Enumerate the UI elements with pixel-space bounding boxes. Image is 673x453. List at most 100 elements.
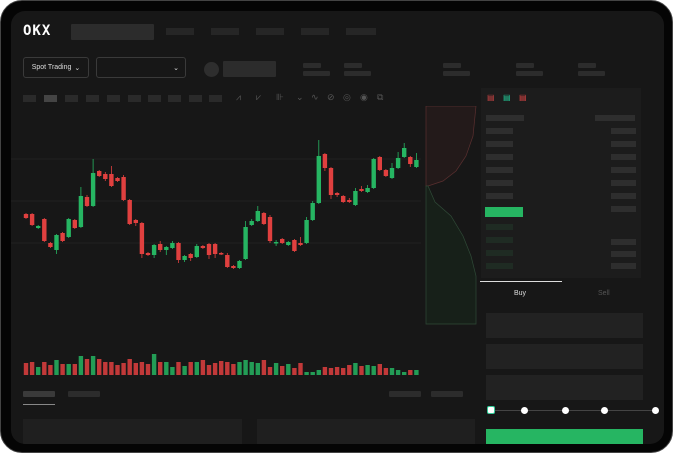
bottom-tab-active[interactable] bbox=[23, 391, 55, 397]
ask-price bbox=[486, 193, 513, 199]
indicator-icon[interactable]: ⩘ bbox=[236, 92, 242, 102]
timeframe-button-active[interactable] bbox=[44, 95, 57, 102]
bottom-action[interactable] bbox=[431, 391, 463, 397]
bid-price bbox=[486, 224, 513, 230]
volume-bar bbox=[383, 368, 389, 375]
volume-bar bbox=[158, 362, 163, 375]
volume-bar bbox=[341, 368, 346, 375]
slider-step[interactable] bbox=[601, 407, 608, 414]
candle-body bbox=[341, 196, 346, 202]
candle-body bbox=[371, 159, 376, 188]
orderbook-bids-icon[interactable]: ▤ bbox=[503, 93, 511, 102]
stat-value bbox=[443, 71, 470, 76]
orderbook-header bbox=[595, 115, 635, 121]
nav-item[interactable] bbox=[211, 28, 239, 35]
volume-bar bbox=[212, 363, 218, 375]
nav-item[interactable] bbox=[346, 28, 376, 35]
volume-bar bbox=[316, 370, 321, 375]
wave-icon[interactable]: ∿ bbox=[311, 92, 319, 102]
candle-body bbox=[23, 214, 29, 218]
candle-body bbox=[151, 245, 157, 255]
volume-bar bbox=[237, 362, 242, 375]
nav-item[interactable] bbox=[166, 28, 194, 35]
spot-trading-label: Spot Trading bbox=[31, 64, 72, 71]
candle-body bbox=[414, 160, 419, 167]
fullscreen-icon[interactable]: ⧉ bbox=[377, 92, 384, 102]
timeframe-button[interactable] bbox=[148, 95, 161, 102]
volume-bar bbox=[194, 362, 199, 375]
ask-size bbox=[611, 167, 636, 173]
volume-bar bbox=[139, 362, 145, 375]
orderbook-both-icon[interactable]: ▤ bbox=[487, 93, 495, 102]
assets-panel bbox=[257, 419, 475, 444]
draw-icon[interactable]: ⊘ bbox=[327, 92, 335, 102]
total-input[interactable] bbox=[486, 375, 643, 400]
slider-handle[interactable] bbox=[487, 406, 495, 414]
timeframe-button[interactable] bbox=[65, 95, 78, 102]
candle-body bbox=[194, 246, 199, 257]
indicator-icon[interactable]: ⩗ bbox=[256, 92, 262, 102]
timeframe-button[interactable] bbox=[189, 95, 202, 102]
candle-body bbox=[36, 226, 41, 228]
volume-bar bbox=[170, 367, 175, 375]
bottom-action[interactable] bbox=[389, 391, 421, 397]
order-book bbox=[481, 88, 641, 278]
ask-size bbox=[611, 180, 636, 186]
chart-type-icon[interactable]: ⊪ bbox=[276, 92, 284, 102]
volume-bar bbox=[286, 364, 291, 375]
candlestick-chart[interactable] bbox=[11, 106, 481, 376]
volume-bar bbox=[389, 368, 395, 375]
candle-body bbox=[133, 220, 138, 223]
volume-bar bbox=[188, 362, 193, 375]
volume-bar bbox=[97, 359, 102, 375]
nav-item[interactable] bbox=[301, 28, 329, 35]
candle-body bbox=[383, 170, 389, 176]
buy-submit-button[interactable] bbox=[486, 429, 643, 444]
slider-step[interactable] bbox=[562, 407, 569, 414]
candle-body bbox=[212, 244, 218, 254]
timeframe-button[interactable] bbox=[128, 95, 141, 102]
candle-body bbox=[231, 266, 236, 268]
volume-bar bbox=[243, 360, 248, 375]
search-bar[interactable] bbox=[71, 24, 154, 40]
depth-bids-area bbox=[425, 185, 477, 325]
slider-step[interactable] bbox=[652, 407, 659, 414]
candle-body bbox=[158, 244, 163, 250]
bottom-tab[interactable] bbox=[68, 391, 100, 397]
candle-body bbox=[402, 148, 407, 157]
candle-body bbox=[109, 174, 114, 186]
amount-input[interactable] bbox=[486, 344, 643, 369]
nav-item[interactable] bbox=[256, 28, 284, 35]
pair-select[interactable]: ⌄ bbox=[96, 57, 186, 78]
camera-icon[interactable]: ◎ bbox=[343, 92, 351, 102]
spot-trading-dropdown[interactable]: Spot Trading ⌄ bbox=[23, 57, 89, 78]
leverage-slider-track[interactable] bbox=[491, 410, 656, 411]
candle-body bbox=[304, 220, 309, 243]
candle-body bbox=[316, 156, 321, 203]
timeframe-button[interactable] bbox=[209, 95, 222, 102]
volume-bar bbox=[42, 362, 47, 375]
settings-icon[interactable]: ◉ bbox=[360, 92, 368, 102]
volume-bar bbox=[200, 360, 206, 375]
orderbook-asks-icon[interactable]: ▤ bbox=[519, 93, 527, 102]
timeframe-button[interactable] bbox=[168, 95, 181, 102]
price-input[interactable] bbox=[486, 313, 643, 338]
volume-bar bbox=[273, 363, 279, 375]
stat-value bbox=[578, 71, 605, 76]
timeframe-button[interactable] bbox=[86, 95, 99, 102]
tab-sell[interactable]: Sell bbox=[598, 290, 610, 297]
volume-bar bbox=[78, 356, 84, 375]
tab-buy[interactable]: Buy bbox=[514, 290, 527, 297]
stat-label bbox=[303, 63, 321, 68]
candle-body bbox=[206, 244, 212, 255]
timeframe-button[interactable] bbox=[107, 95, 120, 102]
ask-price bbox=[486, 167, 513, 173]
timeframe-button[interactable] bbox=[23, 95, 36, 102]
volume-bar bbox=[48, 365, 53, 375]
chevron-down-icon[interactable]: ⌄ bbox=[296, 92, 304, 102]
slider-step[interactable] bbox=[521, 407, 528, 414]
candle-body bbox=[286, 242, 291, 245]
candle-body bbox=[48, 243, 53, 247]
volume-bar bbox=[304, 372, 309, 375]
